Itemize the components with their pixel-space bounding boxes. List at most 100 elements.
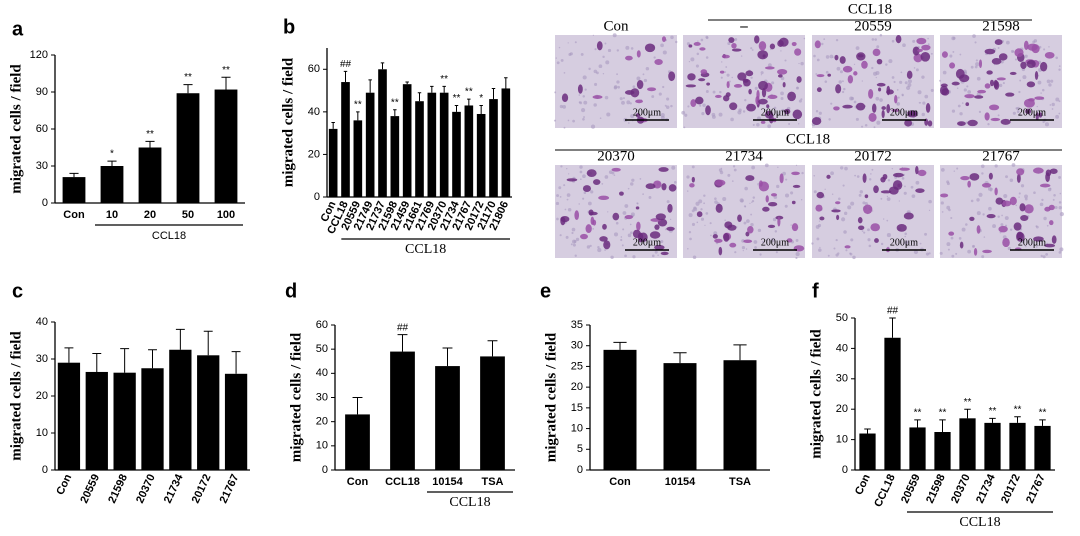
significance: ** xyxy=(914,407,922,418)
group-label: CCL18 xyxy=(786,131,830,147)
cell-texture xyxy=(901,177,905,180)
cell-texture xyxy=(753,240,758,244)
migrated-cell xyxy=(1049,168,1058,174)
migrated-cell xyxy=(984,83,991,89)
y-tick-label: 50 xyxy=(836,312,848,324)
cell-texture xyxy=(665,228,667,231)
migrated-cell xyxy=(796,76,802,83)
cell-texture xyxy=(574,41,577,44)
cell-texture xyxy=(660,43,664,48)
cell-texture xyxy=(868,178,872,181)
cell-texture xyxy=(665,105,670,110)
significance: ## xyxy=(887,306,899,317)
cell-texture xyxy=(970,65,974,69)
migrated-cell xyxy=(706,82,711,86)
cell-texture xyxy=(780,91,784,96)
cell-texture xyxy=(1015,204,1018,207)
y-tick-label: 5 xyxy=(577,443,583,455)
x-tick-label: 20370 xyxy=(134,472,158,505)
migrated-cell xyxy=(894,95,898,104)
y-axis-label: migrated cells / field xyxy=(543,332,559,462)
migrated-cell xyxy=(920,51,931,62)
cell-texture xyxy=(815,73,818,75)
scale-label: 200μm xyxy=(633,237,661,248)
migrated-cell xyxy=(718,246,723,256)
cell-texture xyxy=(657,254,659,256)
error-bar xyxy=(397,334,408,352)
cell-texture xyxy=(1036,225,1039,229)
cell-texture xyxy=(588,67,591,71)
cell-texture xyxy=(1040,254,1043,258)
cell-texture xyxy=(859,190,863,194)
cell-texture xyxy=(950,216,953,220)
y-tick-label: 60 xyxy=(316,319,328,331)
cell-texture xyxy=(670,104,673,108)
cell-texture xyxy=(1019,79,1022,82)
error-bar xyxy=(175,328,185,350)
migrated-cell xyxy=(959,74,970,83)
y-tick-label: 20 xyxy=(571,381,583,393)
cell-texture xyxy=(683,126,686,129)
cell-texture xyxy=(594,82,598,86)
cell-texture xyxy=(756,123,760,127)
cell-texture xyxy=(921,75,925,79)
cell-texture xyxy=(620,238,623,242)
y-tick-label: 15 xyxy=(571,402,583,414)
cell-texture xyxy=(861,80,863,82)
cell-texture xyxy=(981,172,984,175)
cell-texture xyxy=(690,57,695,62)
cell-texture xyxy=(562,105,567,109)
migrated-cell xyxy=(689,183,695,188)
bar xyxy=(100,166,124,203)
cell-texture xyxy=(838,80,842,84)
migrated-cell xyxy=(792,184,801,188)
migrated-cell xyxy=(1002,237,1010,248)
cell-texture xyxy=(1054,206,1058,210)
cell-texture xyxy=(992,224,996,229)
cell-texture xyxy=(740,199,744,203)
cell-texture xyxy=(1044,122,1050,127)
cell-texture xyxy=(856,175,860,178)
cell-texture xyxy=(919,102,922,104)
cell-texture xyxy=(949,54,953,58)
cell-texture xyxy=(911,194,916,199)
cell-texture xyxy=(830,171,834,176)
cell-texture xyxy=(662,50,667,55)
migrated-cell xyxy=(855,102,866,111)
cell-texture xyxy=(697,40,699,42)
cell-texture xyxy=(621,244,624,247)
cell-texture xyxy=(701,112,705,116)
cell-texture xyxy=(572,239,576,244)
cell-texture xyxy=(849,252,853,256)
cell-texture xyxy=(1042,255,1046,259)
error-bar xyxy=(368,79,372,93)
migrated-cell xyxy=(714,238,723,243)
cell-texture xyxy=(636,202,639,205)
bar xyxy=(224,373,248,470)
significance: ** xyxy=(939,407,947,418)
x-tick-label: 10154 xyxy=(665,476,696,488)
migrated-cell xyxy=(636,221,641,231)
bar xyxy=(415,101,424,197)
cell-texture xyxy=(1006,40,1010,45)
cell-texture xyxy=(922,101,926,105)
cell-texture xyxy=(767,63,772,68)
migrated-cell xyxy=(603,240,611,250)
migrated-cell xyxy=(996,77,1006,81)
x-tick-label: 21767 xyxy=(1024,472,1048,505)
cell-texture xyxy=(870,173,872,175)
migrated-cell xyxy=(592,219,597,226)
migrated-cell xyxy=(1014,48,1024,57)
cell-texture xyxy=(811,242,814,245)
cell-texture xyxy=(788,122,791,125)
cell-texture xyxy=(972,34,976,38)
cell-texture xyxy=(1055,114,1060,119)
migrated-cell xyxy=(876,58,883,65)
migrated-cell xyxy=(1002,200,1012,207)
cell-texture xyxy=(745,248,748,250)
cell-texture xyxy=(730,117,734,122)
migrated-cell xyxy=(1005,92,1015,97)
cell-texture xyxy=(718,112,723,117)
cell-texture xyxy=(604,249,607,251)
migrated-cell xyxy=(863,204,873,215)
